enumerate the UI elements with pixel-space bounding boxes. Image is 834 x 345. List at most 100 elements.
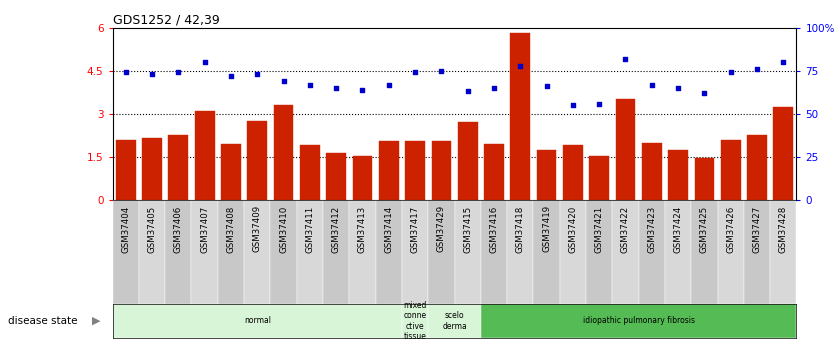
Bar [218, 200, 244, 304]
Text: GSM37427: GSM37427 [752, 205, 761, 253]
Text: GSM37409: GSM37409 [253, 205, 262, 253]
Text: GSM37412: GSM37412 [332, 205, 340, 253]
Bar [142, 138, 162, 200]
Bar [747, 136, 767, 200]
Bar [353, 156, 372, 200]
Bar [455, 200, 481, 304]
Text: GSM37405: GSM37405 [148, 205, 157, 253]
Point [409, 70, 422, 75]
Point [277, 78, 290, 84]
Text: GSM37419: GSM37419 [542, 205, 551, 253]
Point [304, 82, 317, 87]
Bar [563, 146, 583, 200]
Bar [560, 200, 586, 304]
Bar [534, 200, 560, 304]
Text: disease state: disease state [8, 316, 78, 326]
Bar [770, 200, 796, 304]
Bar [590, 156, 609, 200]
Text: GDS1252 / 42,39: GDS1252 / 42,39 [113, 14, 219, 27]
Point [540, 83, 553, 89]
Text: ▶: ▶ [92, 316, 100, 326]
Bar [510, 33, 530, 200]
Point [224, 73, 238, 79]
Bar [402, 200, 428, 304]
Text: mixed
conne
ctive
tissue: mixed conne ctive tissue [404, 301, 427, 341]
Bar [431, 141, 451, 200]
Point [382, 82, 395, 87]
Point [514, 63, 527, 68]
Bar [612, 200, 639, 304]
Text: GSM37418: GSM37418 [515, 205, 525, 253]
Text: normal: normal [244, 316, 271, 325]
Bar [375, 200, 402, 304]
Point [172, 70, 185, 75]
Point [566, 102, 580, 108]
Point [198, 59, 211, 65]
Bar [586, 200, 612, 304]
Bar [297, 200, 323, 304]
Point [461, 89, 475, 94]
Bar [165, 200, 192, 304]
Bar [721, 140, 741, 200]
Bar [168, 136, 188, 200]
Bar [744, 200, 770, 304]
Text: GSM37406: GSM37406 [173, 205, 183, 253]
Text: GSM37414: GSM37414 [384, 205, 394, 253]
Text: GSM37421: GSM37421 [595, 205, 604, 253]
Text: GSM37416: GSM37416 [490, 205, 499, 253]
Text: GSM37424: GSM37424 [674, 205, 682, 253]
Bar [405, 141, 425, 200]
Bar [326, 152, 346, 200]
Text: GSM37426: GSM37426 [726, 205, 736, 253]
Point [592, 101, 605, 106]
Point [776, 59, 790, 65]
Bar [481, 304, 796, 338]
Bar [507, 200, 534, 304]
Bar [113, 304, 402, 338]
Bar [323, 200, 349, 304]
Bar [642, 142, 661, 200]
Bar [270, 200, 297, 304]
Bar [274, 105, 294, 200]
Bar [695, 158, 714, 200]
Bar [192, 200, 218, 304]
Text: GSM37408: GSM37408 [227, 205, 235, 253]
Bar [428, 200, 455, 304]
Point [724, 70, 737, 75]
Bar [717, 200, 744, 304]
Bar [402, 304, 428, 338]
Text: GSM37415: GSM37415 [463, 205, 472, 253]
Bar [113, 200, 139, 304]
Point [356, 87, 369, 92]
Point [250, 71, 264, 77]
Bar [300, 146, 319, 200]
Bar [639, 200, 665, 304]
Point [329, 85, 343, 91]
Bar [349, 200, 375, 304]
Bar [484, 144, 504, 200]
Text: GSM37425: GSM37425 [700, 205, 709, 253]
Bar [244, 200, 270, 304]
Bar [221, 144, 241, 200]
Text: GSM37420: GSM37420 [569, 205, 577, 253]
Text: idiopathic pulmonary fibrosis: idiopathic pulmonary fibrosis [583, 316, 695, 325]
Text: GSM37428: GSM37428 [779, 205, 788, 253]
Text: GSM37413: GSM37413 [358, 205, 367, 253]
Bar [139, 200, 165, 304]
Text: GSM37404: GSM37404 [121, 205, 130, 253]
Bar [481, 200, 507, 304]
Bar [116, 140, 136, 200]
Bar [615, 99, 636, 200]
Bar [195, 111, 214, 200]
Point [698, 90, 711, 96]
Bar [248, 121, 267, 200]
Bar [428, 304, 481, 338]
Text: GSM37411: GSM37411 [305, 205, 314, 253]
Text: GSM37407: GSM37407 [200, 205, 209, 253]
Text: scelo
derma: scelo derma [442, 311, 467, 331]
Point [751, 66, 764, 72]
Point [435, 68, 448, 73]
Point [619, 56, 632, 61]
Point [119, 70, 133, 75]
Bar [665, 200, 691, 304]
